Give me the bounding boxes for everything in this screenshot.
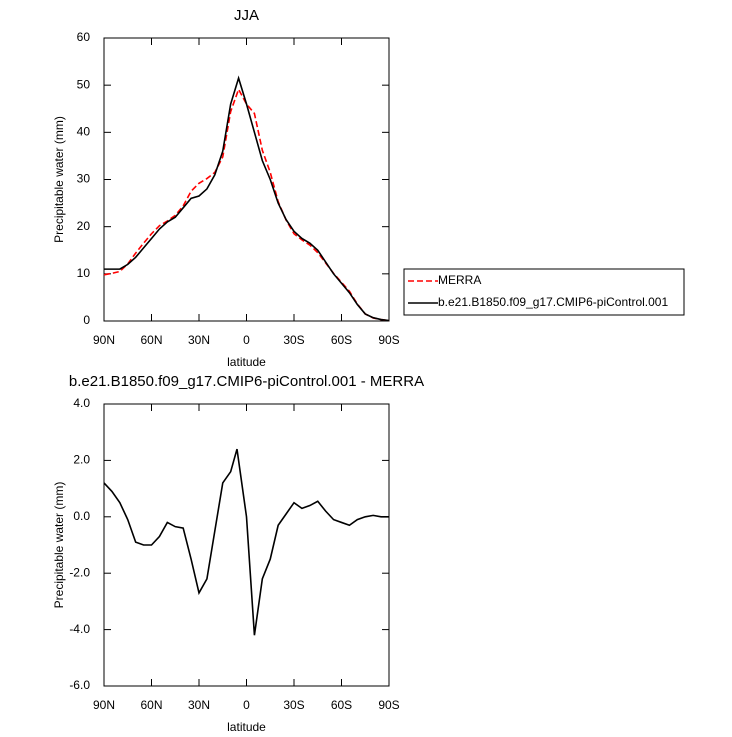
x-tick-label: 30S	[283, 333, 304, 347]
y-tick-label: -2.0	[69, 565, 90, 579]
legend-box	[403, 268, 685, 316]
x-tick-label: 0	[243, 333, 250, 347]
legend: MERRA b.e21.B1850.f09_g17.CMIP6-piControl…	[403, 268, 685, 316]
x-axis-label: latitude	[227, 720, 266, 734]
y-axis-label: Precipitable water (mm)	[52, 116, 66, 243]
y-tick-label: 0	[83, 313, 90, 327]
x-tick-label: 60N	[140, 333, 162, 347]
x-tick-label: 0	[243, 698, 250, 712]
y-tick-label: 4.0	[73, 396, 90, 410]
chart-title: JJA	[234, 7, 259, 24]
x-tick-label: 60N	[140, 698, 162, 712]
x-tick-label: 90N	[93, 698, 115, 712]
x-tick-label: 90S	[378, 333, 399, 347]
x-tick-label: 90S	[378, 698, 399, 712]
y-tick-label: 20	[77, 219, 91, 233]
y-tick-label: 40	[77, 125, 91, 139]
x-tick-label: 30S	[283, 698, 304, 712]
x-tick-label: 60S	[331, 698, 352, 712]
x-axis-label: latitude	[227, 355, 266, 369]
data-line	[103, 87, 390, 322]
y-tick-label: 50	[77, 77, 91, 91]
data-line	[104, 75, 390, 322]
y-tick-label: -6.0	[69, 678, 90, 692]
legend-label: MERRA	[438, 273, 481, 287]
x-tick-label: 90N	[93, 333, 115, 347]
y-tick-label: 30	[77, 172, 91, 186]
plot-frame	[103, 37, 390, 322]
y-tick-label: 0.0	[73, 509, 90, 523]
x-tick-label: 30N	[188, 333, 210, 347]
y-axis-label: Precipitable water (mm)	[52, 482, 66, 609]
legend-label: b.e21.B1850.f09_g17.CMIP6-piControl.001	[438, 295, 668, 309]
x-tick-label: 60S	[331, 333, 352, 347]
x-tick-label: 30N	[188, 698, 210, 712]
y-tick-label: 60	[77, 30, 91, 44]
y-tick-label: -4.0	[69, 622, 90, 636]
y-tick-label: 2.0	[73, 453, 90, 467]
y-tick-label: 10	[77, 266, 91, 280]
chart-title: b.e21.B1850.f09_g17.CMIP6-piControl.001 …	[69, 373, 424, 390]
data-line	[103, 448, 389, 636]
